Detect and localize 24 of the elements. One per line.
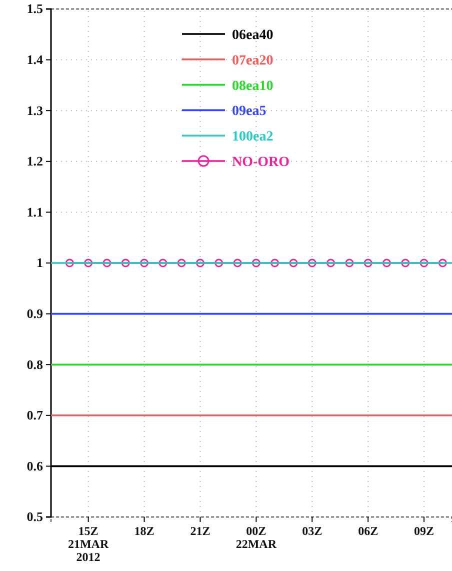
y-tick-label: 1.4: [26, 52, 44, 67]
x-tick-label: 15Z 21MAR 2012: [68, 524, 109, 564]
legend-label: 07ea20: [232, 53, 274, 68]
legend-label: NO-ORO: [232, 155, 290, 170]
x-tick-label: 03Z: [302, 524, 322, 538]
y-tick-label: 1: [36, 255, 43, 270]
y-tick-label: 0.5: [26, 509, 44, 524]
x-tick-label: 09Z: [414, 524, 434, 538]
y-tick-label: 0.8: [26, 356, 44, 372]
y-tick-label: 0.9: [26, 306, 44, 321]
y-tick-label: 1.3: [26, 102, 44, 118]
x-tick-label: 18Z: [134, 524, 154, 538]
legend-label: 06ea40: [232, 28, 274, 43]
legend-label: 09ea5: [232, 104, 266, 120]
x-tick-label: 00Z 22MAR: [236, 524, 277, 551]
y-tick-label: 1.5: [26, 1, 44, 16]
y-tick-label: 0.7: [26, 408, 44, 423]
y-tick-label: 1.2: [26, 154, 43, 169]
x-tick-label: 21Z: [190, 524, 210, 538]
y-tick-label: 1.1: [26, 204, 43, 220]
legend-label: 100ea2: [232, 130, 274, 145]
x-tick-label: 06Z: [358, 524, 378, 538]
y-tick-label: 0.6: [26, 458, 44, 474]
legend-label: 08ea10: [232, 78, 274, 94]
